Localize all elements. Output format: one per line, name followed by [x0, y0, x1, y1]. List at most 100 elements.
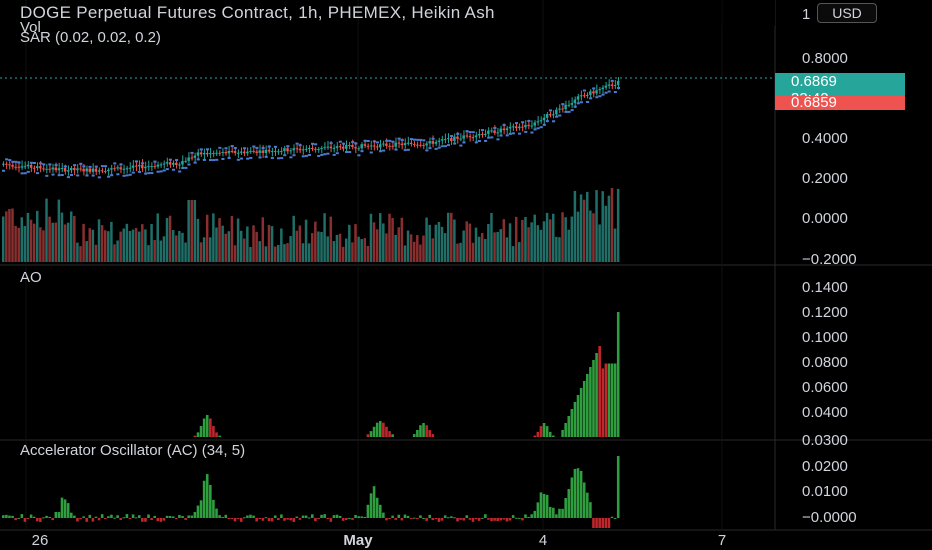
candle-body: [134, 165, 138, 167]
volume-bar: [477, 236, 481, 262]
volume-bar: [366, 245, 370, 262]
volume-bar: [348, 224, 351, 262]
volume-bar: [403, 245, 407, 262]
ao-bar: [536, 431, 540, 437]
volume-bar: [5, 211, 8, 262]
candle-body: [14, 166, 17, 168]
ac-bar: [344, 518, 348, 521]
sar-dot: [595, 96, 599, 99]
candle-body: [567, 104, 570, 106]
candle-body: [221, 151, 224, 153]
ac-bar: [286, 518, 289, 520]
volume-bar: [144, 229, 147, 262]
ao-bar: [372, 426, 376, 437]
ac-bar: [468, 518, 472, 520]
volume-bar: [35, 210, 39, 262]
ac-bar: [122, 517, 126, 519]
ao-bar: [218, 435, 221, 437]
ao-bar: [193, 435, 197, 437]
ao-bar: [595, 353, 598, 437]
volume-bar: [394, 234, 397, 262]
volume-bar: [32, 223, 36, 262]
ac-bar: [125, 514, 129, 518]
ac-bar: [329, 518, 333, 522]
ac-bar: [236, 518, 240, 519]
volume-bar: [434, 224, 438, 262]
ac-bar: [215, 508, 218, 518]
sar-dot: [107, 175, 111, 178]
ao-bar: [196, 432, 200, 437]
volume-bar: [29, 219, 33, 262]
candle-body: [307, 147, 311, 149]
sar-dot: [178, 170, 182, 173]
candle-body: [527, 124, 530, 126]
ao-tick-label: 0.1000: [802, 329, 848, 346]
volume-bar: [286, 243, 289, 262]
volume-bar: [292, 215, 295, 262]
candle-body: [579, 95, 583, 97]
ac-bar: [320, 514, 323, 518]
ac-bar: [422, 517, 425, 519]
sar-dot: [555, 115, 559, 118]
sar-dot: [610, 79, 614, 82]
candle-body: [224, 151, 227, 154]
volume-bar: [258, 241, 261, 262]
sar-dot: [85, 174, 89, 177]
candle-body: [431, 141, 434, 144]
ac-bar: [564, 497, 567, 518]
sar-dot: [162, 169, 166, 172]
ao-bar: [610, 363, 614, 437]
ac-bar: [35, 518, 39, 522]
candle-body: [218, 152, 221, 154]
ac-bar: [255, 518, 258, 522]
ac-bar: [304, 515, 308, 518]
candle-body: [150, 166, 153, 168]
ac-bar: [561, 508, 564, 518]
candle-body: [107, 169, 110, 172]
sar-dot: [375, 141, 379, 144]
sar-dot: [286, 145, 290, 148]
sar-dot: [233, 146, 237, 149]
ac-bar: [11, 515, 14, 518]
sar-label[interactable]: SAR (0.02, 0.02, 0.2): [20, 29, 161, 46]
candle-body: [8, 164, 11, 166]
candle-body: [561, 108, 564, 110]
sar-dot: [582, 89, 587, 92]
ao-bar: [431, 434, 435, 437]
candle-body: [403, 143, 407, 146]
candle-body: [295, 148, 299, 150]
volume-bar: [48, 216, 51, 262]
candle-body: [82, 168, 85, 172]
ao-label[interactable]: AO: [20, 269, 42, 286]
sar-dot: [314, 143, 318, 146]
ac-label[interactable]: Accelerator Oscillator (AC) (34, 5): [20, 442, 246, 459]
sar-dot: [514, 122, 519, 125]
ac-bar: [63, 499, 67, 518]
prev-price-badge: 0.6859: [775, 95, 905, 110]
candle-body: [607, 84, 611, 86]
volume-bar: [465, 221, 468, 262]
candle-body: [35, 166, 39, 168]
candle-body: [502, 128, 506, 131]
volume-bar: [131, 229, 135, 262]
candle-body: [280, 151, 283, 153]
ac-bar: [301, 515, 305, 518]
ac-bar: [487, 518, 490, 520]
currency-button[interactable]: USD: [817, 3, 877, 23]
sar-dot: [221, 157, 225, 160]
candle-body: [573, 99, 577, 104]
candle-body: [156, 164, 159, 167]
sar-dot: [134, 160, 138, 163]
sar-dot: [616, 86, 620, 89]
ac-bar: [218, 515, 221, 518]
volume-bar: [91, 229, 95, 262]
sar-dot: [267, 145, 271, 148]
candle-body: [354, 147, 357, 149]
volume-label[interactable]: Vol: [20, 19, 41, 36]
sar-dot: [63, 165, 67, 168]
candle-body: [171, 162, 175, 165]
title-fade: [700, 0, 775, 26]
price-tick-label: −0.2000: [802, 251, 857, 268]
ac-bar: [360, 516, 364, 518]
